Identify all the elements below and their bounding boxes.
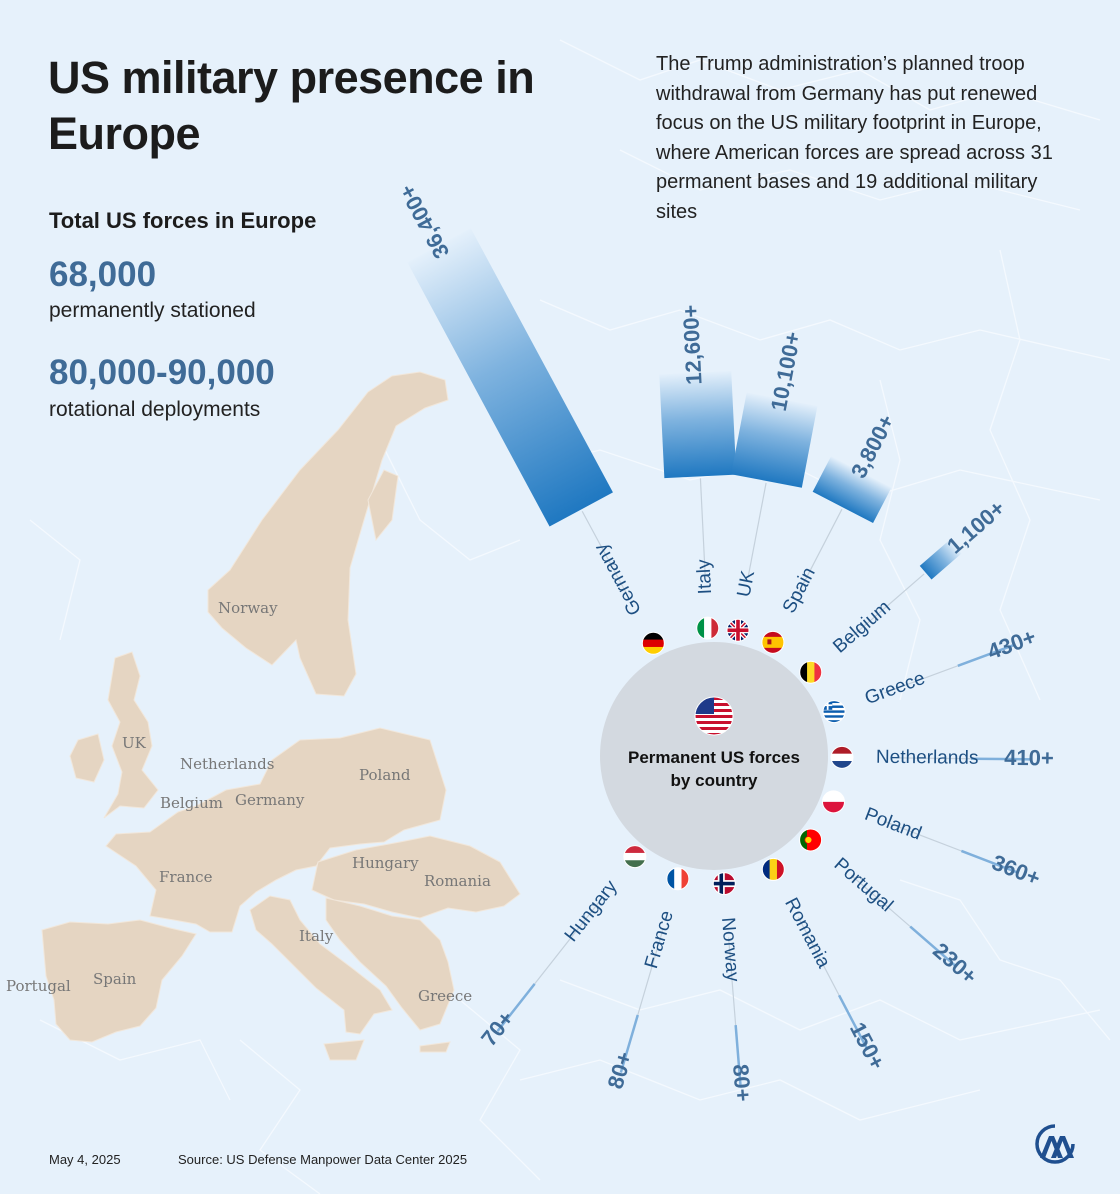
country-label-uk: UK bbox=[734, 569, 760, 599]
bar-hungary bbox=[496, 983, 536, 1032]
bar-germany bbox=[407, 228, 613, 527]
spoke-germany bbox=[581, 510, 629, 597]
center-label: Permanent US forces by country bbox=[628, 748, 800, 790]
flag-romania-icon bbox=[761, 857, 785, 881]
country-label-romania: Romania bbox=[780, 894, 834, 971]
value-label-italy: 12,600+ bbox=[678, 304, 707, 385]
map-label-belgium: Belgium bbox=[160, 794, 223, 812]
permanent-forces-value: 68,000 bbox=[49, 255, 157, 294]
country-label-france: France bbox=[641, 908, 678, 971]
country-label-italy: Italy bbox=[693, 558, 716, 594]
bar-romania bbox=[837, 994, 868, 1050]
bar-uk bbox=[731, 392, 818, 488]
flag-italy-icon bbox=[696, 616, 720, 640]
flag-france-icon bbox=[666, 867, 690, 891]
spoke-italy bbox=[699, 478, 706, 575]
country-label-hungary: Hungary bbox=[561, 876, 622, 946]
map-label-norway: Norway bbox=[218, 599, 278, 617]
flag-greece-icon bbox=[822, 700, 846, 724]
value-label-norway: 80+ bbox=[728, 1063, 756, 1102]
footer-date: May 4, 2025 bbox=[49, 1152, 121, 1167]
map-label-france: France bbox=[159, 868, 213, 886]
bar-norway bbox=[734, 1025, 742, 1086]
value-label-belgium: 1,100+ bbox=[942, 495, 1010, 558]
flag-netherlands-icon bbox=[830, 745, 854, 769]
map-label-hungary: Hungary bbox=[352, 854, 419, 872]
flag-germany-icon bbox=[641, 631, 665, 655]
value-label-uk: 10,100+ bbox=[766, 330, 806, 413]
intro-text: The Trump administration’s planned troop… bbox=[656, 53, 1053, 223]
flag-uk-icon bbox=[726, 618, 750, 642]
bar-italy bbox=[659, 370, 737, 479]
country-label-germany: Germany bbox=[590, 539, 646, 618]
value-label-germany: 36,400+ bbox=[394, 180, 454, 262]
bar-spain bbox=[812, 456, 892, 524]
value-label-portugal: 230+ bbox=[928, 938, 982, 989]
rotational-forces-value: 80,000-90,000 bbox=[49, 353, 275, 392]
country-label-spain: Spain bbox=[779, 564, 820, 617]
map-label-greece: Greece bbox=[418, 987, 472, 1005]
footer-source: Source: US Defense Manpower Data Center … bbox=[178, 1152, 468, 1167]
country-label-greece: Greece bbox=[862, 668, 928, 709]
value-label-france: 80+ bbox=[603, 1049, 638, 1092]
map-label-germany: Germany bbox=[235, 791, 305, 809]
permanent-forces-label: permanently stationed bbox=[49, 299, 256, 322]
spoke-spain bbox=[797, 508, 843, 595]
map-label-uk: UK bbox=[122, 734, 147, 752]
flag-belgium-icon bbox=[799, 660, 823, 684]
us-flag-icon bbox=[694, 696, 734, 736]
bar-portugal bbox=[909, 925, 957, 967]
value-label-spain: 3,800+ bbox=[846, 410, 899, 482]
map-label-romania: Romania bbox=[424, 872, 491, 890]
country-label-portugal: Portugal bbox=[830, 854, 897, 916]
flag-hungary-icon bbox=[623, 845, 647, 869]
country-label-belgium: Belgium bbox=[829, 597, 895, 658]
map-label-portugal: Portugal bbox=[6, 977, 71, 995]
flag-norway-icon bbox=[712, 872, 736, 896]
rotational-forces-label: rotational deployments bbox=[49, 398, 261, 421]
flag-portugal-icon bbox=[799, 828, 823, 852]
total-forces-heading: Total US forces in Europe bbox=[49, 208, 317, 233]
flag-spain-icon bbox=[761, 630, 785, 654]
flag-poland-icon bbox=[821, 790, 845, 814]
value-label-poland: 360+ bbox=[989, 850, 1044, 891]
value-label-romania: 150+ bbox=[845, 1018, 890, 1074]
map-label-spain: Spain bbox=[93, 970, 137, 988]
bar-belgium bbox=[919, 539, 962, 580]
map-label-italy: Italy bbox=[299, 927, 334, 945]
spoke-belgium bbox=[851, 573, 925, 638]
value-label-greece: 430+ bbox=[984, 624, 1039, 665]
value-label-netherlands: 410+ bbox=[1004, 745, 1054, 771]
center-circle bbox=[600, 642, 828, 870]
map-label-netherlands: Netherlands bbox=[180, 755, 274, 773]
spoke-uk bbox=[747, 482, 767, 578]
country-label-norway: Norway bbox=[717, 917, 743, 983]
bar-poland bbox=[960, 849, 1018, 874]
bar-greece bbox=[957, 643, 1015, 667]
country-label-poland: Poland bbox=[862, 804, 925, 845]
country-label-netherlands: Netherlands bbox=[876, 747, 979, 769]
bar-france bbox=[619, 1014, 639, 1073]
aa-agency-logo-icon bbox=[1035, 1124, 1075, 1164]
page-title: US military presence in Europe bbox=[48, 52, 535, 159]
map-label-poland: Poland bbox=[359, 766, 411, 784]
bar-netherlands bbox=[970, 757, 1031, 761]
